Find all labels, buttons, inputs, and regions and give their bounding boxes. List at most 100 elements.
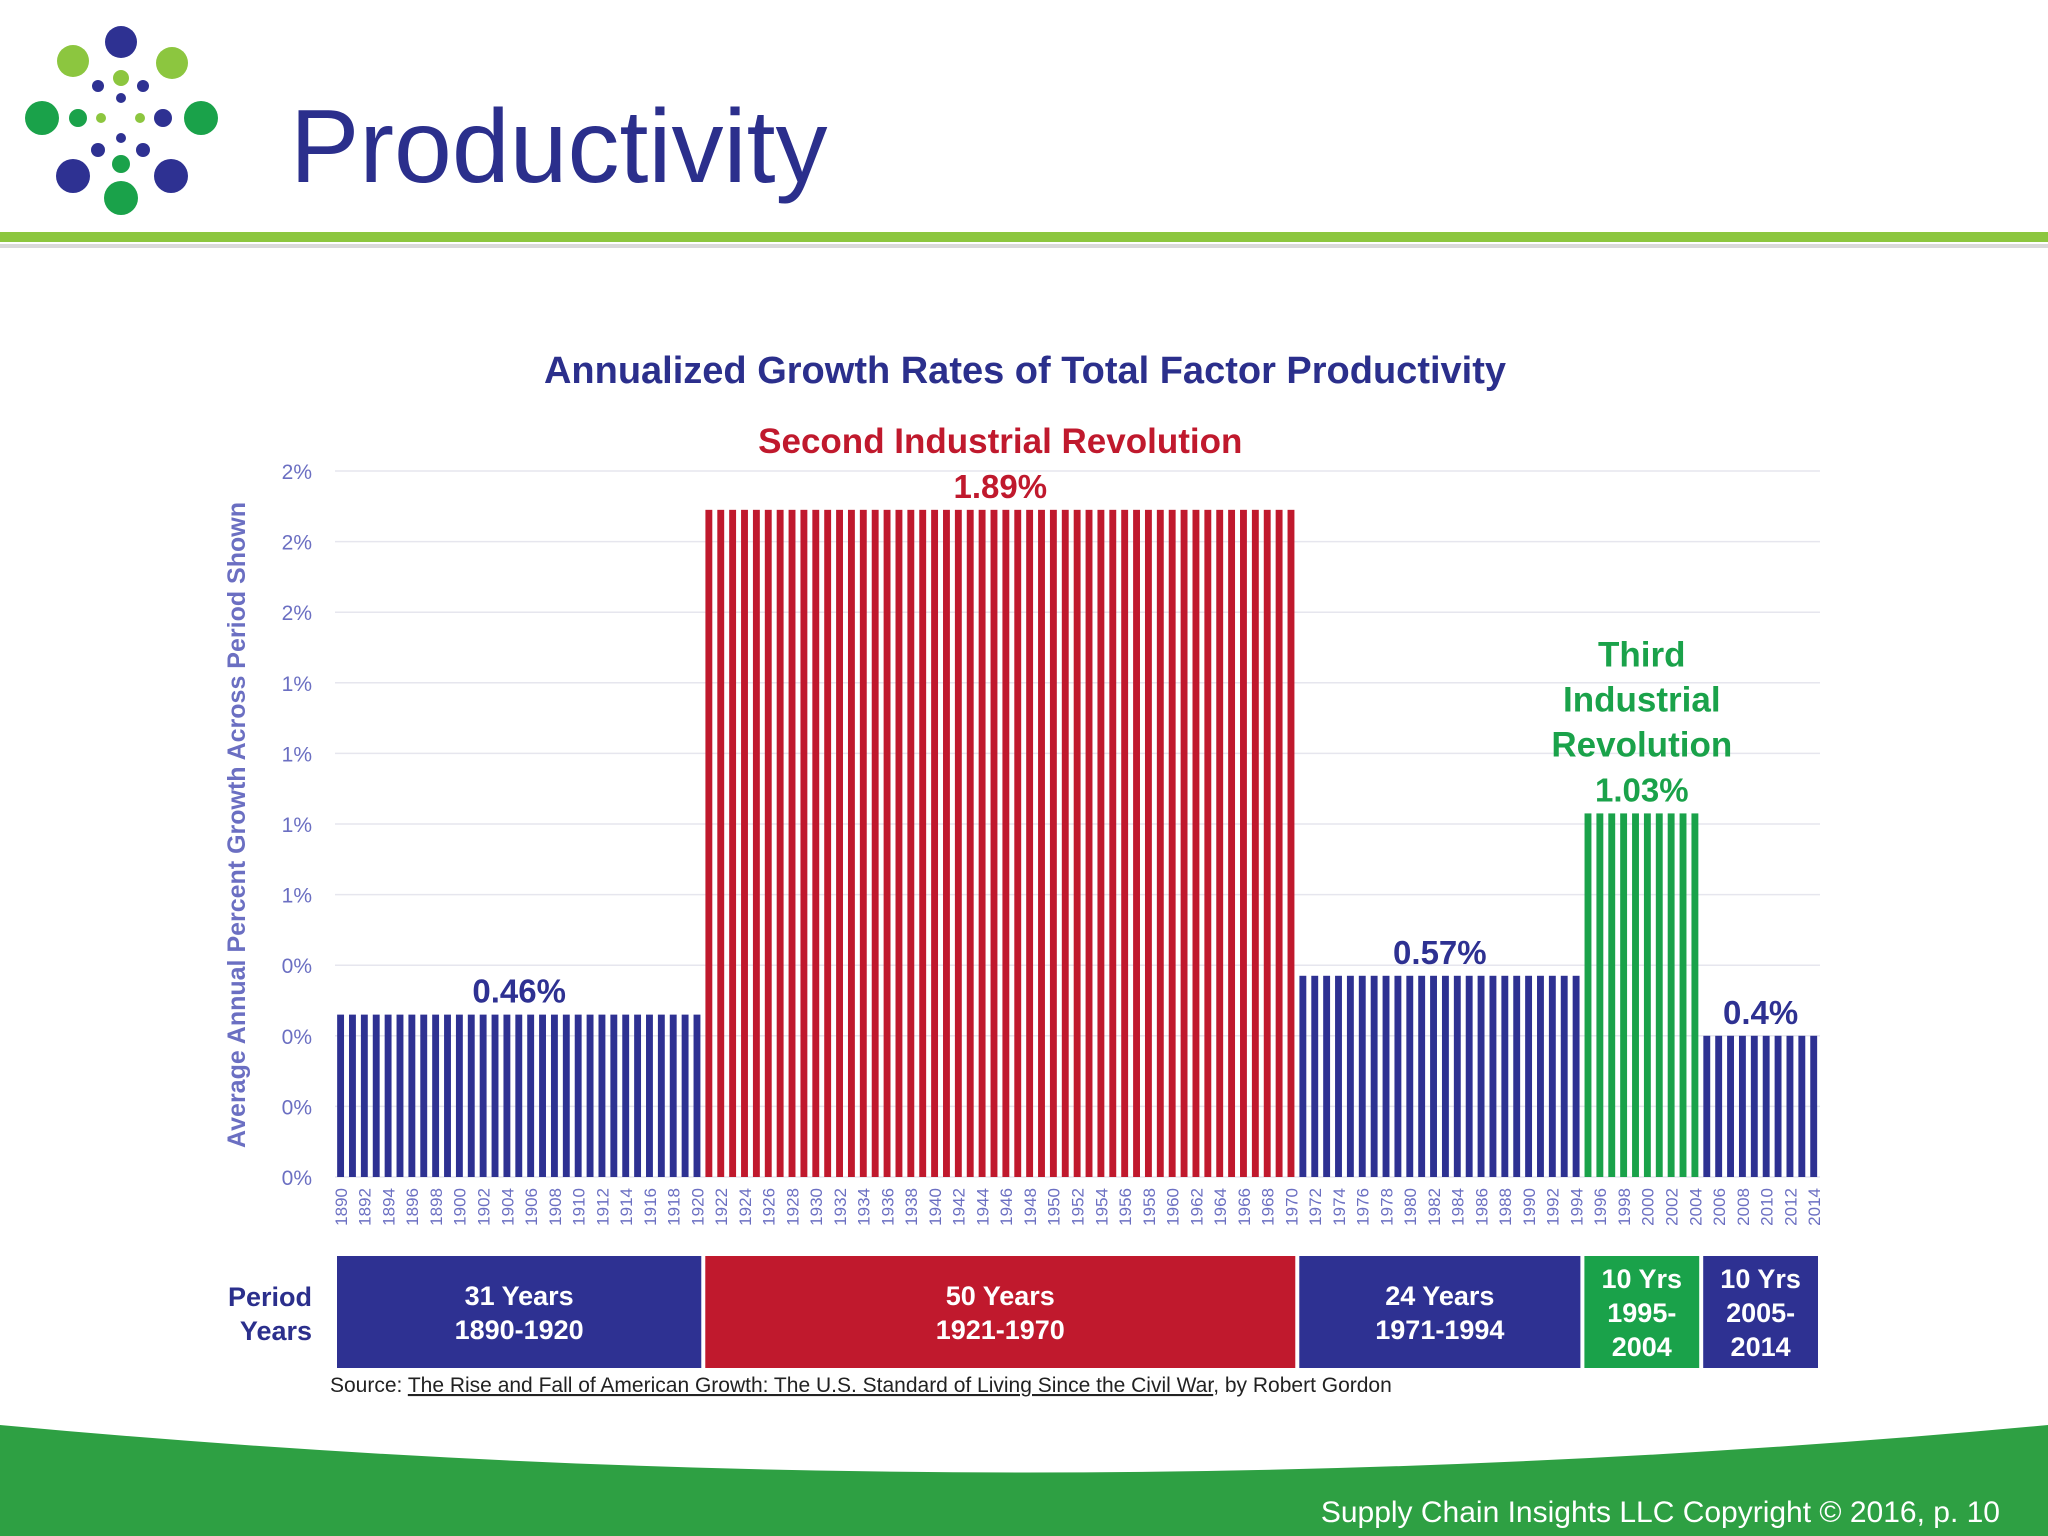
bar (990, 509, 998, 1178)
bar (1453, 975, 1461, 1177)
x-tick-label: 1970 (1282, 1188, 1301, 1226)
bar (420, 1014, 428, 1177)
bar (610, 1014, 618, 1177)
bar (883, 509, 891, 1178)
x-tick-label: 1914 (617, 1188, 636, 1226)
title-underline-shadow (0, 244, 2048, 248)
bar (1596, 813, 1604, 1177)
x-tick-label: 1964 (1211, 1188, 1230, 1226)
bar (1394, 975, 1402, 1177)
bar (752, 509, 760, 1178)
bar (1204, 509, 1212, 1178)
bar (1465, 975, 1473, 1177)
bar (1441, 975, 1449, 1177)
y-tick-label: 1% (282, 885, 312, 908)
period-cell-label: 1995- (1607, 1298, 1676, 1328)
bar (1477, 975, 1485, 1177)
bar (812, 509, 820, 1178)
period-heading: Third (1598, 635, 1685, 674)
x-tick-label: 2006 (1710, 1188, 1729, 1226)
bar (503, 1014, 511, 1177)
period-row-label: Period (228, 1282, 312, 1312)
x-tick-label: 1932 (831, 1188, 850, 1226)
bar (1632, 813, 1639, 1177)
bar (1548, 975, 1556, 1177)
y-tick-label: 0% (282, 1026, 312, 1049)
x-tick-label: 1934 (855, 1188, 874, 1226)
bar (1572, 975, 1580, 1177)
bar (1667, 813, 1675, 1177)
x-tick-label: 1938 (902, 1188, 921, 1226)
bar (550, 1014, 558, 1177)
x-tick-label: 1946 (997, 1188, 1016, 1226)
bar (800, 509, 808, 1178)
bar (598, 1014, 606, 1177)
bar (408, 1014, 416, 1177)
period-cell-label: 31 Years (465, 1281, 574, 1311)
bar (824, 509, 832, 1178)
x-tick-label: 1918 (665, 1188, 684, 1226)
bar (1762, 1035, 1770, 1177)
slide-title: Productivity (290, 89, 828, 205)
y-tick-label: 1% (282, 814, 312, 837)
bar (634, 1014, 642, 1177)
x-tick-label: 1904 (498, 1188, 517, 1226)
x-tick-label: 2002 (1663, 1188, 1682, 1226)
bar (943, 509, 950, 1178)
x-tick-label: 1920 (688, 1188, 707, 1226)
bar (455, 1014, 463, 1177)
x-tick-label: 1992 (1544, 1188, 1563, 1226)
value-labels: 0.46% 1.89% Second Industrial Revolution 0.… (472, 422, 1798, 1031)
x-tick-label: 1980 (1401, 1188, 1420, 1226)
bar (1750, 1035, 1758, 1177)
period-cell-label: 2004 (1612, 1332, 1672, 1362)
bar (1560, 975, 1568, 1177)
bar (847, 509, 855, 1178)
bar (919, 509, 927, 1178)
bar (1655, 813, 1663, 1177)
bar (871, 509, 879, 1178)
bar (1228, 509, 1236, 1178)
bar (1810, 1035, 1818, 1177)
bar (1038, 509, 1045, 1178)
bar (1026, 509, 1034, 1178)
bar (895, 509, 903, 1178)
bar (467, 1014, 475, 1177)
period-cell-label: 1890-1920 (455, 1315, 584, 1345)
bar (586, 1014, 594, 1177)
x-tick-label: 1986 (1472, 1188, 1491, 1226)
x-tick-label: 1902 (475, 1188, 494, 1226)
bar (1263, 509, 1271, 1178)
bar (657, 1014, 665, 1177)
x-tick-label: 1942 (950, 1188, 969, 1226)
bar (1109, 509, 1117, 1178)
bar (1679, 813, 1687, 1177)
bar (717, 509, 725, 1178)
x-tick-label: 1908 (546, 1188, 565, 1226)
footer-copyright: Supply Chain Insights LLC Copyright © 20… (1320, 1496, 2000, 1529)
period-cell-label: 2014 (1731, 1332, 1791, 1362)
x-tick-label: 1962 (1187, 1188, 1206, 1226)
bar (954, 509, 962, 1178)
x-tick-label: 1998 (1615, 1188, 1634, 1226)
bar (1061, 509, 1069, 1178)
x-tick-label: 2004 (1686, 1188, 1705, 1226)
x-tick-label: 1994 (1567, 1188, 1586, 1226)
bar (1703, 1035, 1711, 1177)
x-tick-label: 1952 (1069, 1188, 1088, 1226)
bar (349, 1014, 356, 1177)
x-tick-label: 1984 (1449, 1188, 1468, 1226)
bar (396, 1014, 404, 1177)
bar (1240, 509, 1247, 1178)
bar (1620, 813, 1628, 1177)
bar (1002, 509, 1010, 1178)
bar (1275, 509, 1283, 1178)
x-tick-label: 1906 (522, 1188, 541, 1226)
bar (1691, 813, 1699, 1177)
x-tick-label: 1896 (403, 1188, 422, 1226)
y-tick-label: 2% (282, 602, 312, 625)
bar-value-label: 0.57% (1393, 934, 1487, 971)
bar (479, 1014, 487, 1177)
x-tick-label: 1930 (807, 1188, 826, 1226)
